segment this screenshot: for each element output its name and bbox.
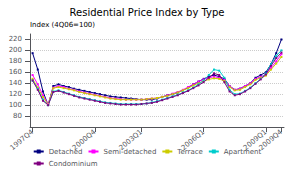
svg-text:Semi-detached: Semi-detached	[103, 148, 156, 156]
svg-text:Index (4Q06=100): Index (4Q06=100)	[30, 21, 95, 29]
svg-text:140: 140	[9, 79, 22, 87]
svg-text:220: 220	[9, 35, 22, 43]
svg-text:Detached: Detached	[49, 148, 83, 156]
svg-text:2003Q1: 2003Q1	[117, 127, 144, 152]
svg-text:100: 100	[9, 101, 22, 109]
svg-text:2006Q1: 2006Q1	[179, 127, 207, 152]
svg-text:160: 160	[9, 68, 22, 76]
svg-text:Residential Price Index by Typ: Residential Price Index by Type	[70, 7, 225, 18]
svg-text:1997Q4: 1997Q4	[9, 128, 36, 152]
svg-text:80: 80	[13, 112, 22, 120]
svg-text:2000Q4: 2000Q4	[70, 127, 98, 152]
svg-text:200: 200	[9, 46, 22, 54]
svg-text:120: 120	[9, 90, 22, 98]
svg-text:Apartment: Apartment	[224, 148, 262, 156]
svg-text:2009Q4: 2009Q4	[258, 128, 285, 152]
svg-text:Terrace: Terrace	[176, 148, 202, 156]
svg-text:180: 180	[9, 57, 22, 65]
svg-text:Condominium: Condominium	[49, 160, 98, 168]
